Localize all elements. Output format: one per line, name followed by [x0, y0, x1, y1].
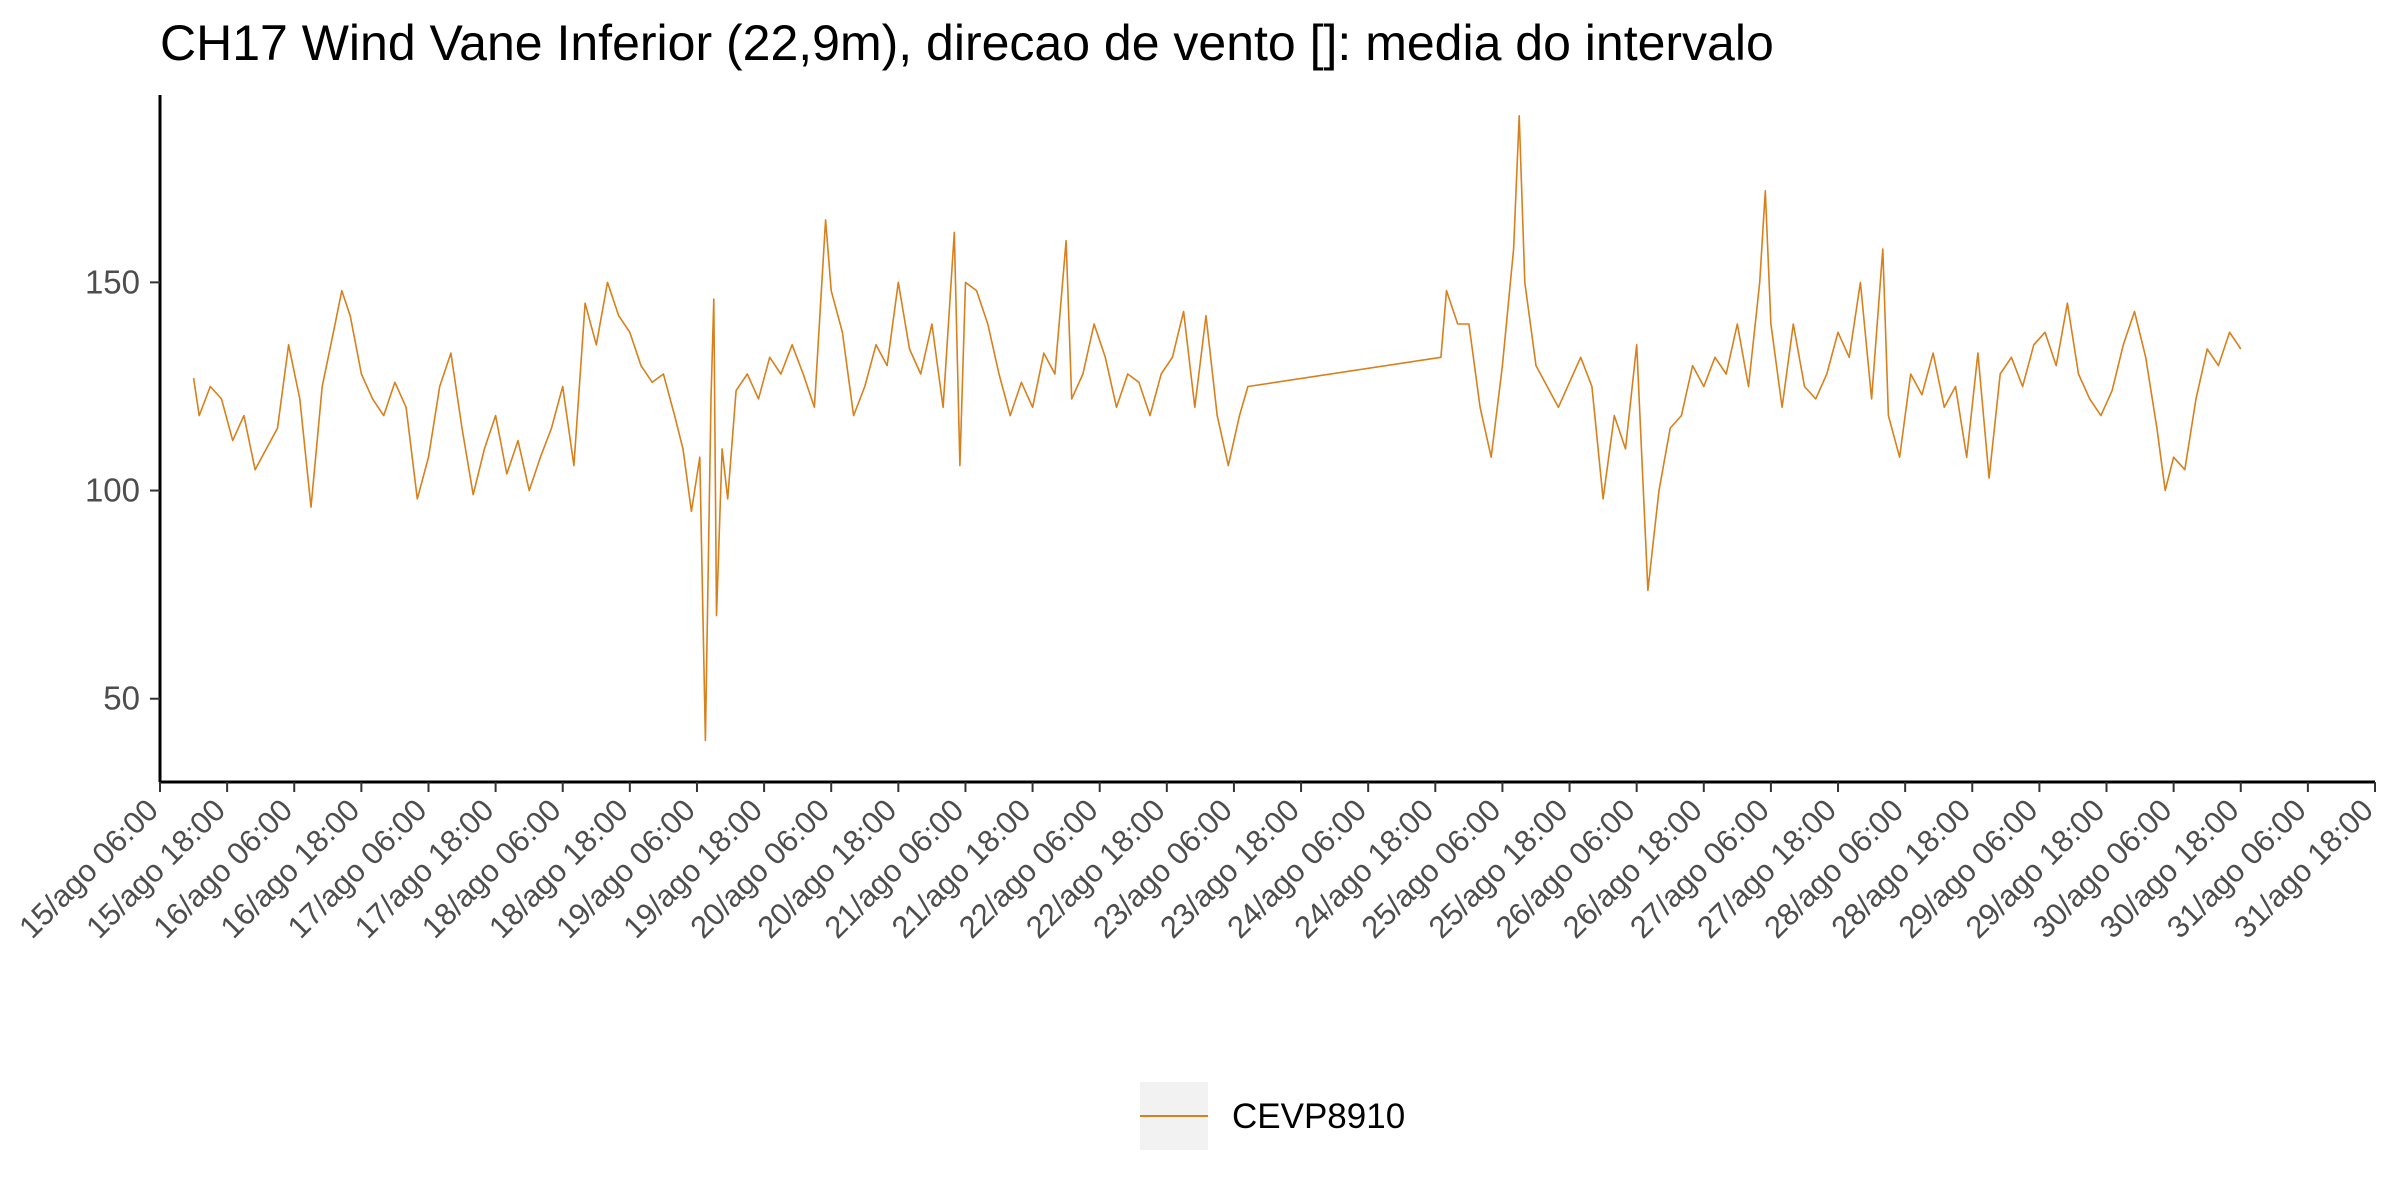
y-tick-label: 100	[85, 472, 140, 509]
y-tick-label: 150	[85, 263, 140, 300]
y-tick-label: 50	[103, 680, 140, 717]
legend: CEVP8910	[1140, 1082, 1405, 1150]
series-line	[192, 115, 2242, 742]
legend-label: CEVP8910	[1232, 1097, 1405, 1136]
chart-title: CH17 Wind Vane Inferior (22,9m), direcao…	[160, 15, 1774, 71]
